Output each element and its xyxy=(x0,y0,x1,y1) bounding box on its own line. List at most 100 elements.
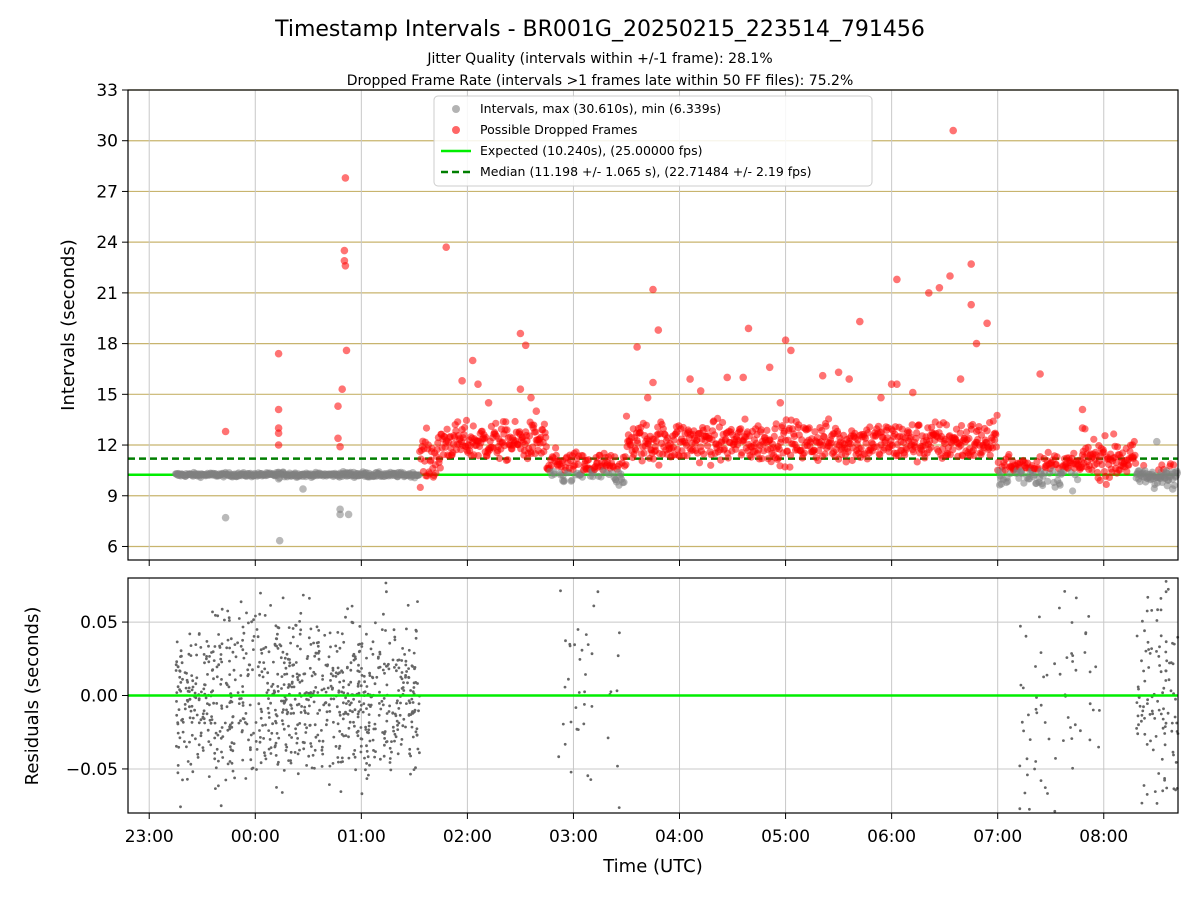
dropped-frame-point xyxy=(1130,437,1138,446)
residual-point xyxy=(269,701,272,705)
residual-point xyxy=(249,733,253,737)
residual-point xyxy=(207,775,211,778)
residual-point xyxy=(1151,712,1154,716)
residual-point xyxy=(589,778,593,781)
residual-point xyxy=(310,674,314,678)
residual-point xyxy=(1164,650,1168,654)
residual-point xyxy=(180,661,184,665)
residual-point xyxy=(229,637,233,641)
residual-point xyxy=(259,707,263,711)
residual-point xyxy=(1140,713,1144,717)
residual-point xyxy=(378,652,382,656)
dropped-frame-point xyxy=(1102,480,1110,488)
x-tick-label: 23:00 xyxy=(125,827,174,847)
residual-point xyxy=(1033,767,1036,771)
dropped-frame-point xyxy=(818,427,826,435)
residual-point xyxy=(244,721,247,724)
residual-point xyxy=(183,740,186,743)
residual-point xyxy=(1022,729,1025,733)
residual-point xyxy=(314,735,318,739)
dropped-frame-point xyxy=(502,418,510,426)
residual-point xyxy=(298,673,301,677)
residual-point xyxy=(1146,702,1149,705)
residual-point xyxy=(281,722,285,726)
dropped-frame-point xyxy=(1098,461,1106,469)
residual-point xyxy=(321,739,325,743)
residual-point xyxy=(1174,761,1178,764)
residual-point xyxy=(186,760,190,763)
residual-point xyxy=(387,667,391,671)
residual-point xyxy=(1164,669,1168,673)
dropped-frame-point xyxy=(787,451,795,459)
residual-point xyxy=(203,661,206,665)
dropped-frame-point xyxy=(786,463,794,471)
residual-point xyxy=(372,749,375,752)
residual-point xyxy=(215,675,219,679)
residual-point xyxy=(247,621,250,625)
residual-point xyxy=(358,670,361,673)
residual-point xyxy=(415,727,419,731)
residual-point xyxy=(407,676,411,679)
residual-point xyxy=(340,632,344,636)
residual-point xyxy=(230,700,234,704)
residual-point xyxy=(378,665,382,669)
residual-point xyxy=(379,707,383,711)
dropped-frame-point xyxy=(427,456,435,464)
dropped-frame-point xyxy=(686,375,694,383)
residual-point xyxy=(1161,691,1164,695)
residual-point xyxy=(309,742,313,745)
residual-point xyxy=(569,770,573,774)
residual-point xyxy=(363,756,366,760)
residual-point xyxy=(308,724,312,727)
dropped-frame-point xyxy=(827,439,835,447)
residual-point xyxy=(291,627,295,630)
residual-point xyxy=(275,732,279,735)
residual-point xyxy=(191,716,195,720)
dropped-frame-point xyxy=(632,446,640,454)
residual-point xyxy=(388,641,392,645)
residual-point xyxy=(359,750,363,754)
residual-point xyxy=(291,635,295,639)
residual-point xyxy=(289,641,292,645)
residual-point xyxy=(583,703,586,706)
residual-point xyxy=(281,650,285,654)
residual-point xyxy=(326,663,329,667)
dropped-frame-point xyxy=(642,421,651,429)
dropped-frame-point xyxy=(516,385,525,394)
residual-point xyxy=(360,645,364,648)
residual-point xyxy=(316,712,320,715)
dropped-frame-point xyxy=(983,319,991,328)
residual-point xyxy=(334,745,338,748)
residual-point xyxy=(1170,729,1174,733)
x-tick-label: 02:00 xyxy=(443,827,492,847)
residual-point xyxy=(380,699,384,703)
dropped-frame-point xyxy=(781,336,790,345)
residual-point xyxy=(177,708,181,711)
residual-point xyxy=(1146,698,1149,702)
dropped-frame-point xyxy=(585,456,593,464)
residual-point xyxy=(1148,713,1152,716)
residual-point xyxy=(321,752,325,756)
residual-point xyxy=(297,702,301,706)
residual-point xyxy=(220,607,224,611)
residual-point xyxy=(393,739,396,743)
residual-point xyxy=(344,710,347,714)
residual-point xyxy=(312,641,315,645)
residual-point xyxy=(226,638,230,642)
interval-point xyxy=(299,485,307,493)
residual-point xyxy=(263,751,266,755)
residual-point xyxy=(1157,772,1161,775)
residual-point xyxy=(337,689,341,693)
residual-point xyxy=(344,734,348,737)
residual-point xyxy=(1083,651,1087,654)
residual-point xyxy=(1025,757,1029,761)
residual-point xyxy=(265,691,269,694)
residual-point xyxy=(320,745,324,749)
residual-point xyxy=(268,738,272,741)
residual-point xyxy=(577,691,581,694)
dropped-frame-point xyxy=(1090,435,1098,443)
residual-point xyxy=(284,743,288,746)
residual-point xyxy=(357,680,361,683)
residual-point xyxy=(187,686,191,690)
residual-point xyxy=(206,673,209,676)
